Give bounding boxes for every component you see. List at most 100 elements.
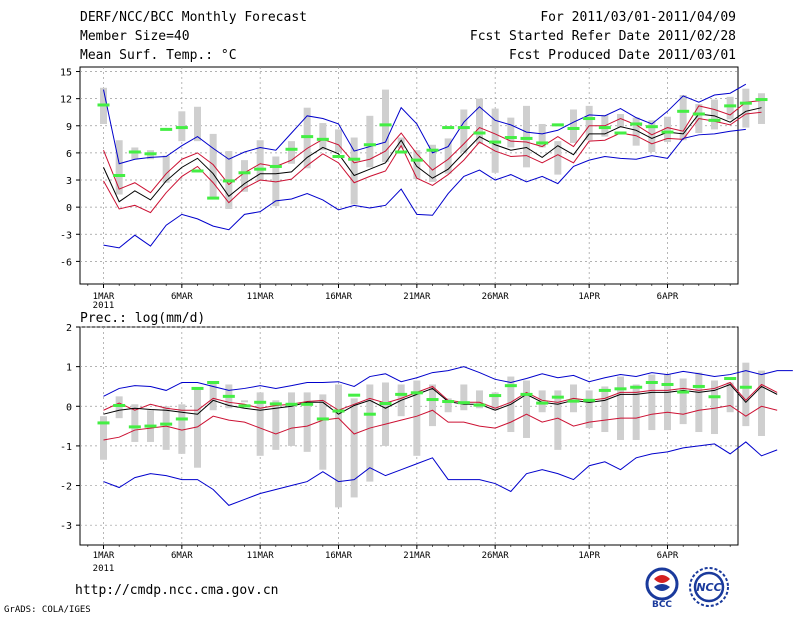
forecast-marker <box>175 126 188 130</box>
spread-box <box>256 140 264 181</box>
series-min-line <box>103 128 746 249</box>
forecast-marker <box>661 382 674 386</box>
forecast-marker <box>708 118 721 122</box>
forecast-marker <box>238 171 251 175</box>
forecast-marker <box>504 136 517 140</box>
forecast-marker <box>316 417 329 421</box>
forecast-marker <box>724 104 737 108</box>
forecast-marker <box>348 157 361 161</box>
x-tick-label: 26MAR <box>482 292 510 302</box>
spread-box <box>444 138 452 174</box>
forecast-marker <box>614 131 627 135</box>
series-upper-line <box>103 99 762 194</box>
footer-url[interactable]: http://cmdp.ncc.cma.gov.cn <box>75 583 279 598</box>
forecast-marker <box>442 126 455 130</box>
ncc-logo-text: NCC <box>696 581 721 594</box>
x-tick-label: 1APR <box>578 551 600 561</box>
forecast-marker <box>520 392 533 396</box>
spread-box <box>178 404 186 454</box>
forecast-marker <box>598 126 611 130</box>
spread-box <box>460 384 468 411</box>
forecast-marker <box>301 402 314 406</box>
forecast-marker <box>551 395 564 399</box>
forecast-marker <box>489 394 502 398</box>
forecast-marker <box>567 399 580 403</box>
spread-box <box>115 396 123 419</box>
spread-box <box>491 392 499 411</box>
forecast-marker <box>426 148 439 152</box>
spread-box <box>664 374 671 431</box>
spread-box <box>194 388 201 468</box>
y-tick-label: 6 <box>66 149 72 160</box>
forecast-marker <box>160 127 173 131</box>
spread-box <box>742 88 750 128</box>
spread-box <box>350 398 358 498</box>
y-tick-label: -6 <box>60 257 72 268</box>
forecast-marker <box>175 417 188 421</box>
chart-panel-2: 2 1 0 -1 -2 -3 1MAR 2011 6MAR 11MAR 16MAR 21MAR 26MA… <box>60 311 793 574</box>
series-lower-line <box>103 404 778 441</box>
spread-box <box>335 129 342 152</box>
spread-box <box>538 123 546 148</box>
x-tick-label: 6MAR <box>171 551 193 561</box>
y-tick-label: -1 <box>60 442 72 453</box>
header-produced-date: Fcst Produced Date 2011/03/01 <box>509 48 736 63</box>
spread-box <box>570 109 577 143</box>
forecast-marker <box>285 402 298 406</box>
spread-box <box>679 378 687 425</box>
forecast-marker <box>755 98 768 102</box>
plot-frame <box>79 66 739 285</box>
forecast-marker <box>207 380 220 384</box>
x-tick-label: 21MAR <box>403 551 431 561</box>
spread-box <box>241 400 248 403</box>
header-member-size: Member Size=40 <box>80 29 190 44</box>
header-refer-date: Fcst Started Refer Date 2011/02/28 <box>469 29 736 44</box>
forecast-marker <box>504 384 517 388</box>
forecast-marker <box>630 385 643 389</box>
spread-box <box>397 137 405 149</box>
forecast-marker <box>536 401 549 405</box>
forecast-marker <box>222 394 235 398</box>
spread-box <box>476 390 483 409</box>
panel-title: Prec.: log(mm/d) <box>80 311 205 326</box>
x-tick-sublabel: 2011 <box>93 564 115 574</box>
spread-box <box>648 374 656 431</box>
forecast-marker <box>332 409 345 413</box>
x-tick-label: 16MAR <box>325 292 353 302</box>
forecast-marker <box>520 136 533 140</box>
spread-box <box>131 404 139 442</box>
spread-box <box>711 99 718 130</box>
forecast-marker <box>97 103 110 107</box>
header-variable: Mean Surf. Temp.: °C <box>80 48 237 63</box>
spread-box <box>272 400 280 450</box>
forecast-marker <box>551 123 564 127</box>
spread-box <box>382 382 389 446</box>
spread-box <box>115 140 123 195</box>
forecast-marker <box>442 400 455 404</box>
forecast-marker <box>598 388 611 392</box>
spread-box <box>617 114 624 128</box>
spread-box <box>554 141 562 175</box>
bcc-logo: BCC <box>645 567 679 609</box>
spread-box <box>726 96 734 120</box>
forecast-marker <box>395 392 408 396</box>
y-tick-label: -3 <box>60 230 72 241</box>
spread-box <box>664 116 671 143</box>
forecast-marker <box>128 150 141 154</box>
forecast-marker <box>269 164 282 168</box>
spread-box <box>632 384 640 440</box>
forecast-marker <box>254 167 267 171</box>
spread-box <box>162 406 170 450</box>
forecast-marker <box>426 398 439 402</box>
x-tick-label: 1MAR <box>93 551 115 561</box>
forecast-marker <box>301 135 314 139</box>
header-title: DERF/NCC/BCC Monthly Forecast <box>80 10 307 25</box>
spread-box <box>476 98 483 144</box>
spread-box <box>523 380 530 438</box>
spread-box <box>711 380 718 435</box>
spread-box <box>695 372 703 433</box>
forecast-marker <box>144 152 157 156</box>
forecast-marker <box>536 141 549 145</box>
spread-box <box>350 137 358 205</box>
forecast-marker <box>160 422 173 426</box>
